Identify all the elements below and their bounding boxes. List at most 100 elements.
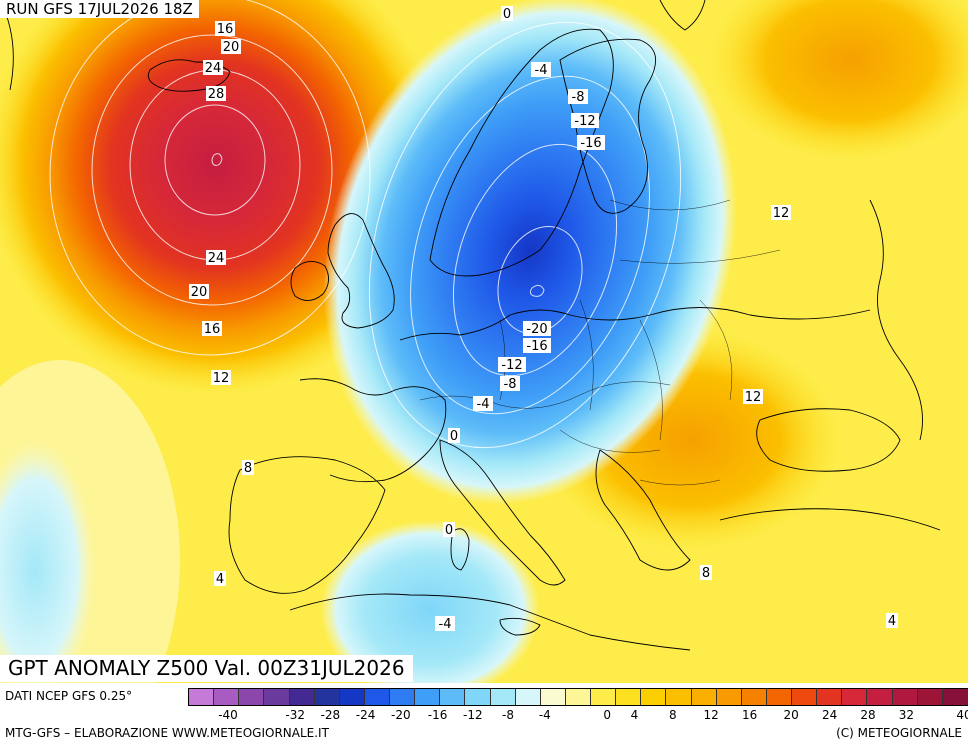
scale-tick-label: -32 (285, 708, 305, 722)
scale-tick-label: -40 (218, 708, 238, 722)
scale-tick-label: -8 (502, 708, 514, 722)
scale-cell (264, 689, 290, 705)
contour-label: 4 (886, 613, 898, 629)
scale-tick-label: -12 (462, 708, 483, 722)
scale-cell (214, 689, 240, 705)
scale-tick-label: 16 (741, 708, 758, 722)
scale-cell (440, 689, 466, 705)
contour-label: -4 (435, 616, 455, 632)
run-title: RUN GFS 17JUL2026 18Z (0, 0, 199, 18)
contour-label: -8 (500, 376, 520, 392)
data-source: DATI NCEP GFS 0.25° (5, 689, 133, 703)
svg-text:-12: -12 (501, 358, 522, 373)
scale-cell (565, 689, 591, 705)
contour-label: 12 (743, 389, 763, 405)
scale-tick-label: 8 (668, 708, 677, 722)
contour-label: 0 (443, 522, 455, 538)
scale-cell (364, 689, 390, 705)
scale-cell (666, 689, 692, 705)
contour-label: 12 (211, 370, 231, 386)
scale-cell (892, 689, 918, 705)
contour-label: 12 (771, 205, 791, 221)
contour-label: 4 (214, 571, 226, 587)
scale-cell (641, 689, 667, 705)
scale-tick-label: -24 (355, 708, 376, 722)
scale-cell (716, 689, 742, 705)
svg-text:0: 0 (445, 523, 453, 538)
scale-cell (465, 689, 491, 705)
svg-text:-4: -4 (535, 63, 548, 78)
scale-cell (390, 689, 416, 705)
scale-cell (741, 689, 767, 705)
scale-cell (691, 689, 717, 705)
coastlines (0, 0, 941, 651)
scale-cell (917, 689, 943, 705)
scale-cell (189, 689, 215, 705)
scale-cell (339, 689, 365, 705)
scale-tick-label: 0 (603, 708, 612, 722)
contour-label: 0 (448, 428, 460, 444)
svg-text:24: 24 (205, 61, 222, 76)
svg-text:12: 12 (213, 371, 230, 386)
isolines (49, 0, 682, 449)
scale-cell (842, 689, 868, 705)
scale-tick-label: -4 (538, 708, 551, 722)
svg-text:-8: -8 (504, 377, 517, 392)
contour-label: 24 (203, 60, 223, 76)
anomaly-map: 0 16 20 24 28 24 20 16 12 8 4 -4 -8 -12 -16 12 -20 -16 -12… (0, 0, 968, 683)
scale-cell (490, 689, 516, 705)
scale-cell (415, 689, 441, 705)
svg-text:20: 20 (191, 285, 208, 300)
contour-label: -4 (473, 396, 493, 412)
scale-cell (942, 689, 968, 705)
scale-cell (817, 689, 843, 705)
svg-text:16: 16 (217, 22, 234, 37)
contour-label: 0 (501, 6, 513, 22)
scale-tick-label: 4 (630, 708, 639, 722)
contour-label: 8 (700, 565, 712, 581)
contour-label: -16 (523, 338, 551, 354)
svg-text:0: 0 (450, 429, 458, 444)
credit-text: MTG-GFS – ELABORAZIONE WWW.METEOGIORNALE… (5, 726, 329, 740)
svg-text:0: 0 (503, 7, 511, 22)
svg-text:8: 8 (702, 566, 710, 581)
scale-cell (867, 689, 893, 705)
contour-label: -4 (531, 62, 551, 78)
scale-tick-label: -16 (427, 708, 448, 722)
contour-label: 16 (215, 21, 235, 37)
svg-text:12: 12 (745, 390, 762, 405)
map-title: GPT ANOMALY Z500 Val. 00Z31JUL2026 (0, 655, 413, 682)
svg-text:24: 24 (208, 251, 225, 266)
svg-text:4: 4 (216, 572, 224, 587)
svg-text:-16: -16 (526, 339, 547, 354)
contour-label: -12 (571, 113, 599, 129)
footer: DATI NCEP GFS 0.25° -40 -32 -28 -24 -20 -16 -1… (0, 683, 968, 745)
scale-tick-label: 32 (898, 708, 915, 722)
svg-text:4: 4 (888, 614, 896, 629)
color-scale-ticks: -40 -32 -28 -24 -20 -16 -12 -8 -4 0 4 8 12 16 20 24 28 32… (188, 708, 968, 724)
svg-text:20: 20 (223, 40, 240, 55)
copyright-text: (C) METEOGIORNALE (836, 726, 962, 740)
contour-label: 20 (221, 39, 241, 55)
scale-tick-label: 20 (783, 708, 799, 722)
scale-cell (314, 689, 340, 705)
scale-tick-label: 28 (860, 708, 876, 722)
scale-cell (540, 689, 566, 705)
contour-labels: 0162024282420161284-4-8-12-1612-20-16-12… (189, 6, 898, 632)
svg-text:28: 28 (208, 87, 225, 102)
contour-label: -8 (568, 89, 588, 105)
scale-cell (766, 689, 792, 705)
field-low-mediterranean (320, 520, 540, 683)
scale-cell (591, 689, 617, 705)
contour-label: 16 (202, 321, 222, 337)
svg-text:-12: -12 (574, 114, 595, 129)
contour-label: 24 (206, 250, 226, 266)
scale-cell (616, 689, 642, 705)
contour-label: 8 (242, 460, 254, 476)
scale-cell (792, 689, 818, 705)
borders (419, 199, 781, 486)
map-canvas: 0162024282420161284-4-8-12-1612-20-16-12… (0, 0, 968, 683)
contour-label: -12 (498, 357, 526, 373)
contour-label: -16 (577, 135, 605, 151)
scale-tick-label: -28 (320, 708, 341, 722)
